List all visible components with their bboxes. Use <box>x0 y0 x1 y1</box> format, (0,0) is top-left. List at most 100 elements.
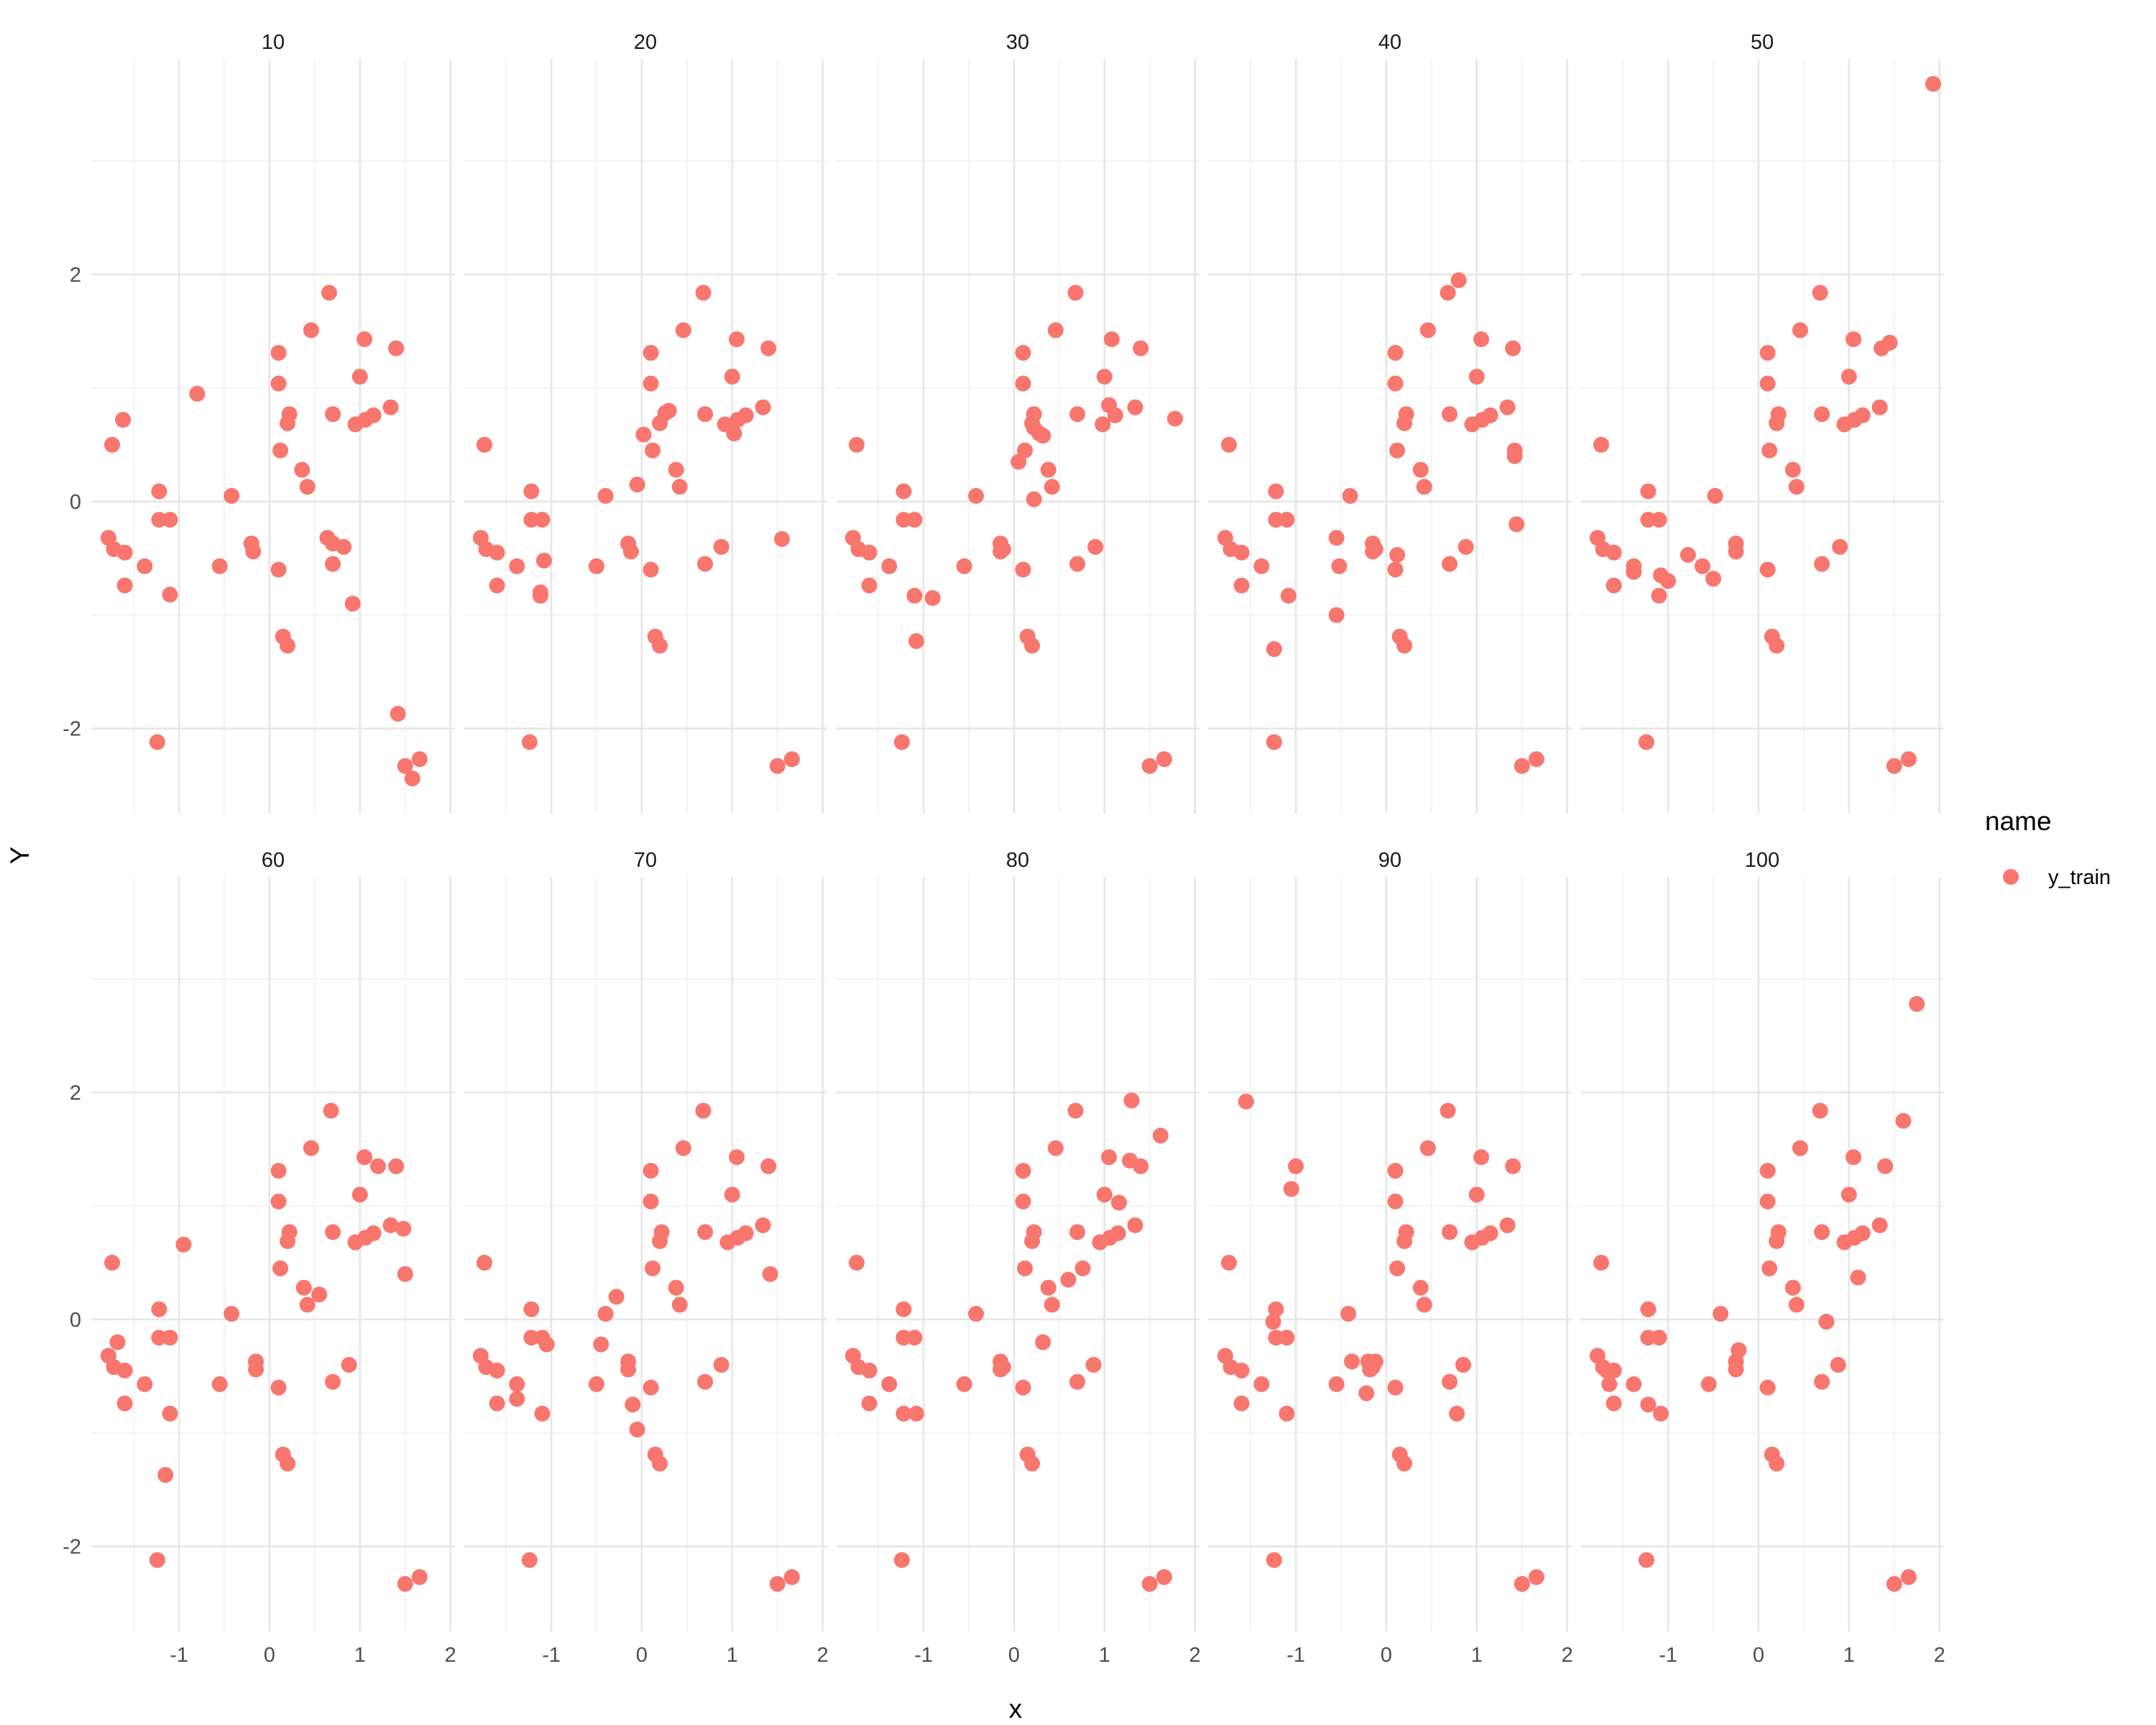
data-point <box>1024 1455 1041 1472</box>
data-point <box>906 1330 923 1346</box>
x-tick-label: 0 <box>636 1644 648 1667</box>
data-point <box>1156 751 1172 768</box>
data-point <box>1925 75 1941 92</box>
data-point <box>1238 1093 1254 1110</box>
data-point <box>270 1193 287 1210</box>
data-point <box>1759 1162 1776 1179</box>
data-point <box>1886 1576 1902 1592</box>
data-point <box>1358 1385 1375 1402</box>
data-point <box>382 399 399 415</box>
data-point <box>995 541 1011 558</box>
data-point <box>783 751 800 768</box>
data-point <box>115 412 132 428</box>
data-point <box>1035 1334 1051 1351</box>
data-point <box>968 487 985 504</box>
facet-panel-100: 100 -1 0 1 2 <box>1580 849 1945 1667</box>
data-point <box>645 1260 661 1276</box>
x-tick-label: 2 <box>1562 1644 1573 1667</box>
data-point <box>1499 399 1516 415</box>
data-point <box>1069 1374 1086 1390</box>
data-point <box>1761 1260 1778 1276</box>
data-point <box>737 1225 754 1241</box>
facet-panel-40: 40 <box>1208 31 1572 814</box>
data-point <box>1265 1313 1281 1330</box>
data-point <box>270 561 287 578</box>
data-point <box>1233 544 1250 561</box>
facet-strip-label: 40 <box>1378 31 1401 54</box>
data-point <box>697 1374 714 1390</box>
data-point <box>280 1455 296 1472</box>
data-point <box>1127 1217 1143 1233</box>
data-point <box>336 538 352 555</box>
data-point <box>476 436 492 453</box>
data-point <box>660 402 677 419</box>
data-point <box>622 543 639 560</box>
data-point <box>895 1330 912 1346</box>
data-point <box>1233 1362 1250 1379</box>
data-point <box>1133 1158 1149 1174</box>
data-point <box>388 1158 405 1174</box>
data-point <box>620 1361 637 1378</box>
data-point <box>533 587 548 604</box>
data-point <box>906 512 923 528</box>
data-point <box>281 406 298 423</box>
data-point <box>1792 1140 1808 1156</box>
data-point <box>1067 1103 1084 1119</box>
data-point <box>1769 1455 1785 1472</box>
x-tick-label: 0 <box>1008 1644 1020 1667</box>
data-point <box>1705 571 1721 587</box>
data-point <box>175 1236 192 1253</box>
data-point <box>1387 1379 1404 1396</box>
data-point <box>642 1162 659 1179</box>
data-point <box>695 285 711 301</box>
data-point <box>248 1361 264 1378</box>
data-point <box>299 1297 315 1313</box>
data-point <box>1792 322 1808 339</box>
data-point <box>729 331 745 347</box>
data-point <box>162 512 178 528</box>
data-point <box>668 1279 684 1296</box>
data-point <box>109 1334 126 1351</box>
data-point <box>1606 577 1622 594</box>
data-point <box>1015 1379 1031 1396</box>
data-point <box>1759 561 1776 578</box>
facet-panel-50: 50 <box>1580 31 1944 814</box>
data-point <box>523 1330 540 1346</box>
data-point <box>1387 1193 1404 1210</box>
data-point <box>1015 1193 1031 1210</box>
data-point <box>1342 487 1358 504</box>
data-point <box>303 322 319 339</box>
data-point <box>1640 1397 1657 1413</box>
data-point <box>341 1356 357 1373</box>
data-point <box>1156 1569 1172 1586</box>
data-point <box>1387 561 1404 578</box>
data-point <box>489 1362 505 1379</box>
data-point <box>1067 285 1084 301</box>
data-point <box>1328 1376 1345 1392</box>
y-tick-label: 0 <box>70 491 81 514</box>
data-point <box>653 1224 670 1241</box>
facet-panel-10: 10 -2 0 2 <box>63 31 455 814</box>
data-point <box>1040 1279 1056 1296</box>
data-point <box>1713 1305 1729 1322</box>
data-point <box>1505 340 1521 356</box>
data-point <box>1419 322 1436 339</box>
data-point <box>675 1140 691 1156</box>
data-point <box>1468 369 1485 385</box>
data-point <box>325 556 341 572</box>
data-point <box>1095 416 1111 433</box>
data-point <box>489 1395 505 1412</box>
data-point <box>489 544 505 561</box>
data-point <box>395 1220 412 1237</box>
data-point <box>1389 1260 1406 1276</box>
data-point <box>270 375 287 392</box>
data-point <box>1651 512 1667 528</box>
data-point <box>1514 1576 1530 1592</box>
data-point <box>1731 1342 1747 1358</box>
data-point <box>1047 322 1064 339</box>
data-point <box>593 1336 609 1353</box>
x-tick-label: 0 <box>1381 1644 1392 1667</box>
facet-strip-label: 50 <box>1751 31 1774 54</box>
